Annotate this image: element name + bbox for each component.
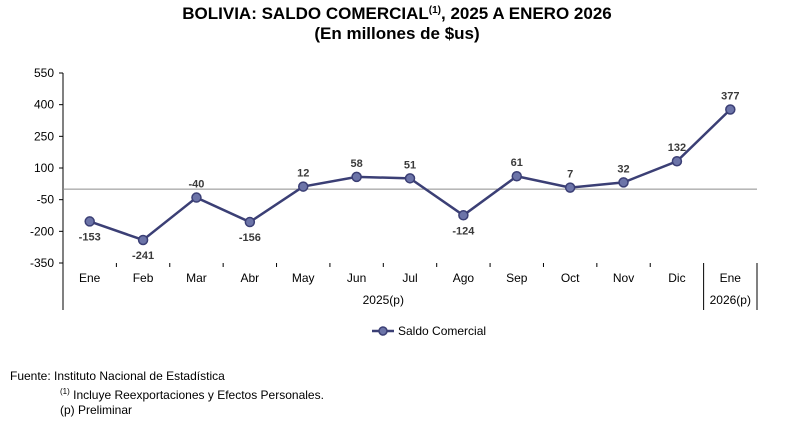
data-point bbox=[618, 177, 629, 188]
y-tick-label: 400 bbox=[34, 98, 54, 112]
footer-notes: Fuente: Instituto Nacional de Estadístic… bbox=[10, 369, 324, 418]
data-label: -156 bbox=[239, 232, 261, 244]
data-point bbox=[137, 234, 149, 246]
data-label: 32 bbox=[617, 163, 629, 175]
data-label: -40 bbox=[189, 179, 205, 191]
data-label: 132 bbox=[668, 142, 686, 154]
y-tick-label: 550 bbox=[34, 66, 54, 80]
chart-subtitle: (En millones de $us) bbox=[314, 24, 479, 43]
category-label: May bbox=[292, 271, 315, 285]
category-label: Abr bbox=[241, 271, 260, 285]
data-point bbox=[404, 173, 416, 184]
y-tick-label: 100 bbox=[34, 161, 54, 175]
data-point bbox=[351, 171, 362, 183]
category-label: Ago bbox=[453, 271, 475, 285]
source-note: Fuente: Instituto Nacional de Estadístic… bbox=[10, 369, 225, 383]
category-label: Ene bbox=[720, 271, 742, 285]
category-label: Nov bbox=[613, 271, 634, 285]
chart-canvas: BOLIVIA: SALDO COMERCIAL(1), 2025 A ENER… bbox=[30, 4, 758, 338]
category-label: Mar bbox=[186, 271, 207, 285]
series-saldo-comercial: -153 -241 -40 -156 12 58 51 -124 61 7 32 132 377 bbox=[79, 91, 740, 262]
data-label: -124 bbox=[452, 225, 475, 237]
data-label: 7 bbox=[567, 169, 573, 181]
data-label: -153 bbox=[79, 231, 101, 243]
legend-swatch-marker bbox=[378, 326, 388, 336]
category-label: Oct bbox=[561, 271, 580, 285]
category-label: Jul bbox=[402, 271, 417, 285]
data-point bbox=[297, 181, 309, 192]
data-point bbox=[84, 216, 95, 227]
category-label: Feb bbox=[133, 271, 154, 285]
data-point bbox=[244, 216, 256, 228]
data-label: 51 bbox=[404, 159, 416, 171]
data-label: -241 bbox=[132, 250, 154, 262]
group-label-2026: 2026(p) bbox=[710, 293, 751, 307]
note-reexportaciones: (1) Incluye Reexportaciones y Efectos Pe… bbox=[60, 387, 324, 402]
chart-legend: Saldo Comercial bbox=[372, 324, 486, 338]
category-label: Jun bbox=[347, 271, 366, 285]
y-tick-label: 250 bbox=[34, 129, 54, 143]
category-label: Sep bbox=[506, 271, 528, 285]
data-point bbox=[511, 170, 523, 182]
data-label: 377 bbox=[721, 91, 739, 103]
data-point bbox=[725, 104, 736, 115]
legend-label: Saldo Comercial bbox=[398, 324, 486, 338]
data-label: 61 bbox=[511, 157, 523, 169]
category-label: Ene bbox=[79, 271, 101, 285]
y-tick-label: -350 bbox=[30, 256, 54, 270]
group-label-2025: 2025(p) bbox=[363, 293, 404, 307]
data-point bbox=[191, 192, 202, 203]
y-tick-label: -50 bbox=[37, 193, 55, 207]
category-label: Dic bbox=[668, 271, 685, 285]
data-label: 58 bbox=[350, 158, 362, 170]
note-preliminar: (p) Preliminar bbox=[60, 403, 133, 417]
chart-title: BOLIVIA: SALDO COMERCIAL(1), 2025 A ENER… bbox=[182, 4, 611, 23]
data-point bbox=[458, 210, 469, 221]
data-label: 12 bbox=[297, 168, 309, 180]
y-tick-label: -200 bbox=[30, 224, 54, 238]
data-point bbox=[671, 155, 683, 167]
data-point bbox=[564, 182, 576, 193]
chart-axes: 550 400 250 100 -50 -200 -350 Ene Feb Mar Abr May Ju… bbox=[30, 66, 758, 310]
